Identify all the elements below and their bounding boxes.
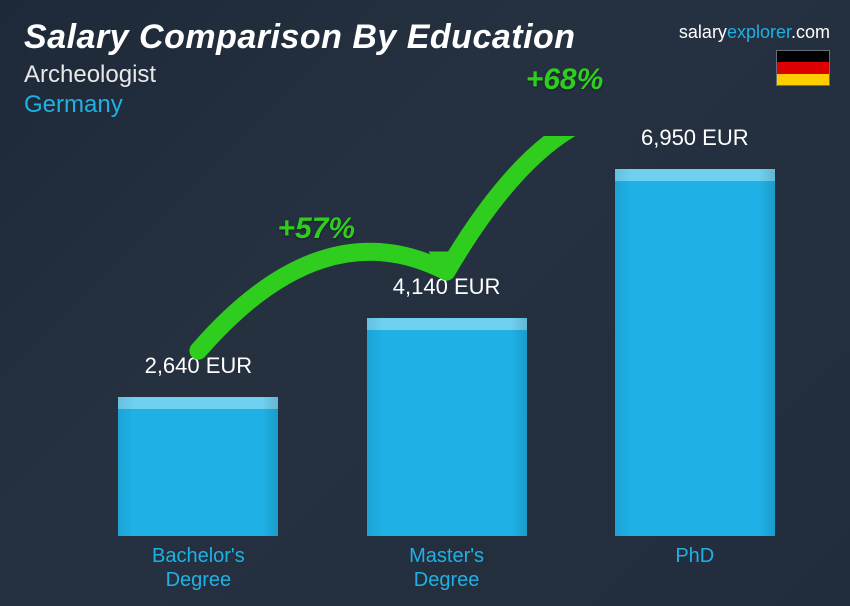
brand-part3: .com (791, 22, 830, 42)
increase-pct: +57% (278, 212, 356, 246)
brand-part1: salary (679, 22, 727, 42)
increase-pct: +68% (526, 63, 604, 97)
bar (367, 318, 527, 537)
bar-label: Bachelor'sDegree (98, 544, 298, 592)
bar (118, 397, 278, 536)
bar-value: 4,140 EUR (347, 274, 547, 300)
chart-country: Germany (24, 91, 826, 119)
flag-stripe (777, 74, 829, 85)
flag-stripe (777, 51, 829, 62)
bar-chart: 2,640 EURBachelor'sDegree4,140 EURMaster… (60, 136, 790, 536)
bar-label: Master'sDegree (347, 544, 547, 592)
country-flag-icon (776, 50, 830, 86)
bar-value: 6,950 EUR (595, 125, 795, 151)
bar-value: 2,640 EUR (98, 353, 298, 379)
bar-label: PhD (595, 544, 795, 568)
chart-subtitle: Archeologist (24, 61, 826, 89)
brand-part2: explorer (727, 22, 791, 42)
brand-logo: salaryexplorer.com (679, 22, 830, 43)
flag-stripe (777, 62, 829, 73)
bar (615, 169, 775, 536)
